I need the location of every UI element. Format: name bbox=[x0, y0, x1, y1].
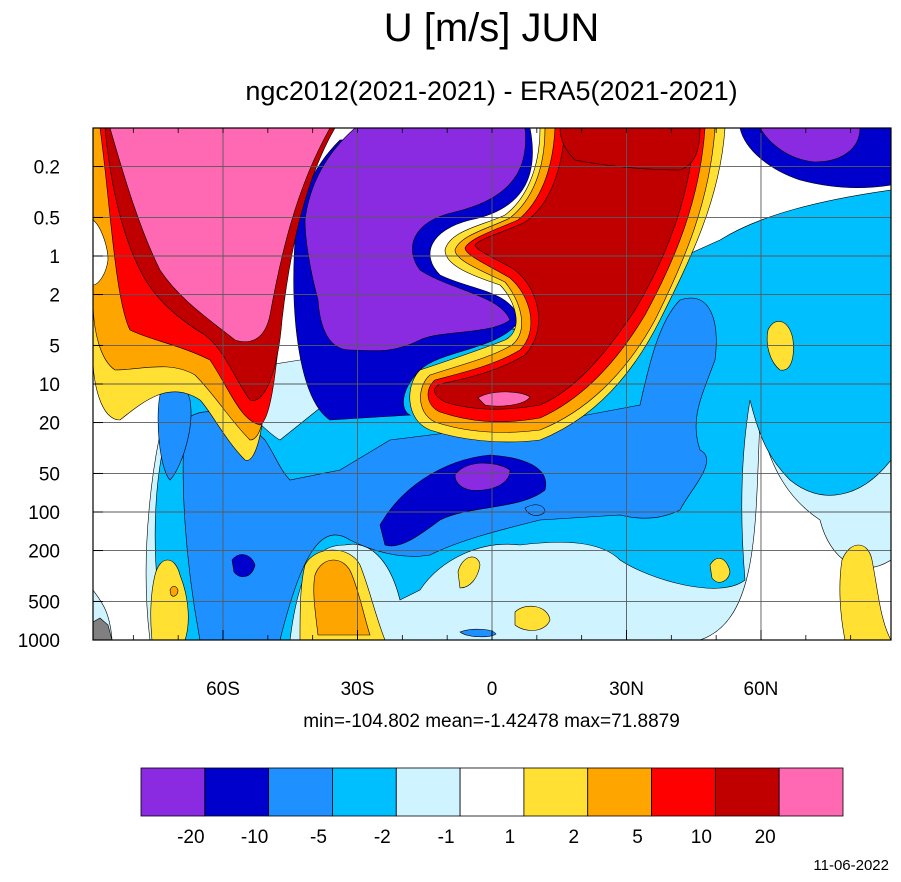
contour-blue-spot bbox=[459, 628, 497, 638]
contour-white-left bbox=[93, 219, 109, 286]
colorbar-swatch bbox=[268, 767, 333, 817]
colorbar-label: -1 bbox=[438, 827, 455, 848]
colorbar-label: -10 bbox=[241, 827, 268, 848]
y-tick-label: 20 bbox=[39, 414, 60, 435]
colorbar-label: 5 bbox=[632, 827, 643, 848]
y-tick-label: 10 bbox=[39, 375, 60, 396]
contour-darkblue-spot bbox=[231, 554, 256, 578]
colorbar-swatch bbox=[523, 767, 589, 817]
contour-pink-south bbox=[109, 128, 331, 343]
contour-yellow-blob-1 bbox=[150, 559, 189, 640]
colorbar-label: 2 bbox=[568, 827, 579, 848]
colorbar-label: -2 bbox=[374, 827, 391, 848]
x-tick-label: 0 bbox=[487, 679, 498, 700]
contour-darkred-north bbox=[434, 128, 696, 410]
colorbar-swatch bbox=[140, 767, 206, 817]
contour-fills bbox=[93, 128, 891, 640]
contour-gray-topography bbox=[93, 617, 113, 640]
colorbar-swatch bbox=[332, 767, 397, 817]
y-tick-label: 100 bbox=[28, 503, 60, 524]
colorbar-swatch bbox=[395, 767, 461, 817]
colorbar-label: -5 bbox=[310, 827, 327, 848]
date-stamp: 11-06-2022 bbox=[813, 857, 889, 874]
x-tick-label: 60S bbox=[206, 679, 240, 700]
contour-yellow-blob-7 bbox=[514, 605, 551, 631]
y-tick-label: 500 bbox=[28, 592, 60, 613]
y-tick-label: 5 bbox=[49, 336, 60, 357]
contour-purple-tropics bbox=[454, 462, 511, 491]
colorbar-label: 20 bbox=[755, 827, 776, 848]
contour-yellow-blob-3 bbox=[457, 556, 481, 589]
chart-title: U [m/s] JUN bbox=[383, 6, 600, 50]
contour-purple-north bbox=[759, 128, 861, 163]
x-tick-label: 30N bbox=[609, 679, 644, 700]
colorbar-swatch bbox=[778, 767, 844, 817]
y-axis: 0.2 0.5 1 2 5 10 20 50 100 200 500 1000 bbox=[18, 158, 103, 652]
colorbar-swatch bbox=[459, 767, 525, 817]
colorbar-swatch bbox=[714, 767, 780, 817]
stats-line: min=-104.802 mean=-1.42478 max=71.8879 bbox=[303, 711, 680, 732]
contour-pink-core bbox=[477, 391, 531, 407]
contour-orange-blob-2 bbox=[313, 559, 371, 636]
y-tick-label: 0.5 bbox=[34, 208, 60, 229]
colorbar: -20 -10 -5 -2 -1 1 2 5 10 20 bbox=[140, 767, 844, 848]
y-tick-label: 1000 bbox=[18, 631, 60, 652]
x-axis: 60S 30S 0 30N 60N bbox=[132, 128, 852, 700]
contour-purple-strat bbox=[304, 128, 526, 352]
y-tick-label: 200 bbox=[28, 542, 60, 563]
chart-subtitle: ngc2012(2021-2021) - ERA5(2021-2021) bbox=[245, 76, 738, 106]
y-tick-label: 1 bbox=[49, 247, 60, 268]
contour-yellow-blob-6 bbox=[709, 558, 731, 583]
y-tick-label: 0.2 bbox=[34, 158, 60, 179]
x-tick-label: 30S bbox=[341, 679, 375, 700]
colorbar-label: 1 bbox=[505, 827, 516, 848]
colorbar-swatch bbox=[587, 767, 652, 817]
colorbar-swatch bbox=[651, 767, 716, 817]
x-tick-label: 60N bbox=[744, 679, 779, 700]
contour-orange-blob-1 bbox=[169, 585, 179, 597]
colorbar-swatch bbox=[204, 767, 270, 817]
y-tick-label: 2 bbox=[49, 286, 60, 307]
colorbar-label: -20 bbox=[177, 827, 204, 848]
y-tick-label: 50 bbox=[39, 464, 60, 485]
colorbar-label: 10 bbox=[691, 827, 712, 848]
